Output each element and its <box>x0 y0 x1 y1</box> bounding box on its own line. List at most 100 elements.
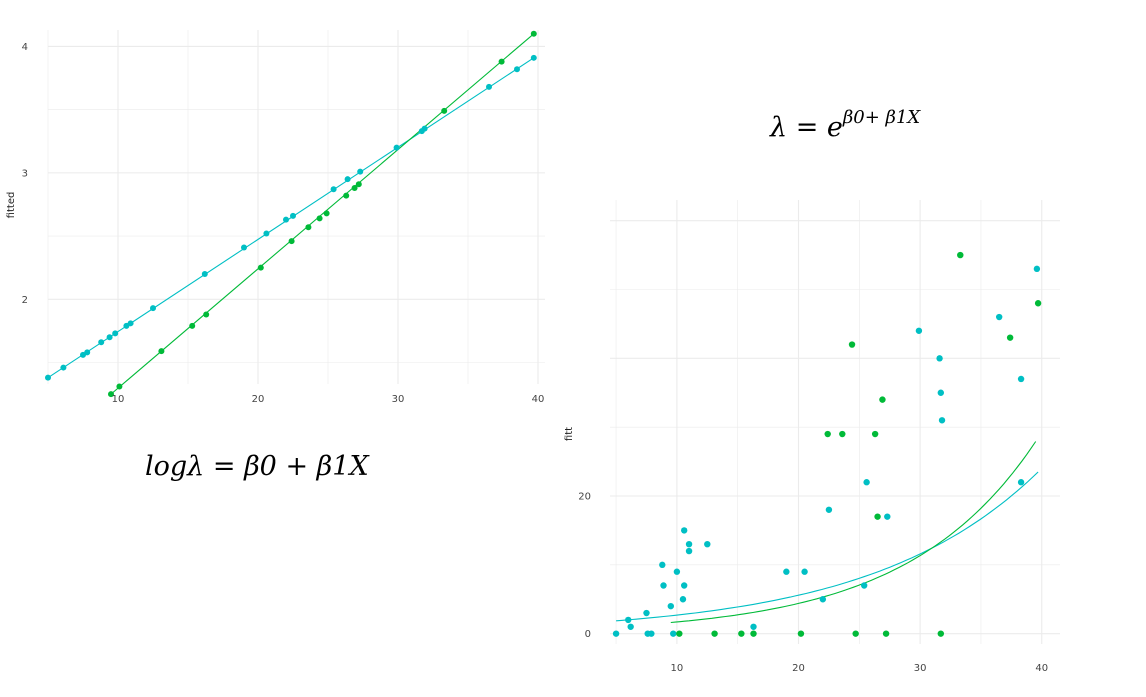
cyan-point <box>60 364 67 371</box>
cyan-point <box>680 527 688 534</box>
log-link-y-axis-label: fitted <box>6 192 17 219</box>
green-point <box>676 630 683 637</box>
cyan-point <box>660 582 667 589</box>
green-point <box>316 215 323 222</box>
green-fit-line <box>110 33 535 395</box>
green-point <box>305 224 312 231</box>
y-tick-label: 20 <box>578 492 591 503</box>
green-point <box>355 181 362 188</box>
cyan-point <box>112 330 119 337</box>
response-x-ticks: 10 20 30 40 <box>671 663 1049 674</box>
exp-equation-exponent: β0+ β1X <box>842 107 921 128</box>
y-tick-label: 3 <box>22 168 28 179</box>
cyan-point <box>915 327 923 334</box>
green-point <box>797 630 805 637</box>
green-point <box>824 430 831 438</box>
cyan-point <box>704 540 711 548</box>
cyan-point <box>45 374 51 381</box>
cyan-point <box>106 334 113 341</box>
green-point <box>957 251 964 259</box>
cyan-point <box>936 355 943 362</box>
x-tick-label: 40 <box>532 394 545 405</box>
green-point <box>288 238 295 245</box>
cyan-point <box>393 144 400 151</box>
response-fit-curves <box>616 441 1039 624</box>
green-point <box>203 311 210 318</box>
cyan-point <box>995 313 1003 321</box>
green-point <box>1034 300 1042 307</box>
log-link-points <box>45 30 537 398</box>
cyan-point <box>673 568 681 575</box>
green-point <box>852 630 859 637</box>
response-grid <box>610 200 1060 644</box>
cyan-point <box>486 83 492 90</box>
green-point <box>257 264 264 271</box>
cyan-point <box>937 389 945 396</box>
cyan-point <box>801 568 808 575</box>
green-point <box>937 630 945 637</box>
cyan-point <box>98 339 105 346</box>
log-link-x-ticks: 10 20 30 40 <box>112 394 545 405</box>
x-tick-label: 40 <box>1035 663 1048 674</box>
green-point <box>1006 334 1014 341</box>
cyan-point <box>643 609 650 617</box>
cyan-point <box>659 561 666 569</box>
cyan-point <box>860 582 868 589</box>
green-point <box>879 396 886 403</box>
y-tick-label: 2 <box>22 295 28 306</box>
green-point <box>848 341 856 348</box>
cyan-point <box>263 230 270 237</box>
cyan-point <box>357 168 364 175</box>
green-point <box>839 430 846 438</box>
green-point <box>189 322 196 329</box>
green-point <box>108 391 114 398</box>
green-point <box>323 210 330 217</box>
green-point <box>882 630 890 637</box>
green-point <box>750 630 757 637</box>
x-tick-label: 20 <box>252 394 265 405</box>
response-y-ticks: 0 20 <box>578 492 591 641</box>
cyan-point <box>680 582 688 589</box>
cyan-point <box>530 54 537 61</box>
y-tick-label: 4 <box>22 42 28 53</box>
cyan-point <box>667 602 675 610</box>
green-point <box>738 630 745 637</box>
cyan-point <box>283 216 289 223</box>
cyan-point <box>825 506 833 513</box>
green-point <box>498 58 505 65</box>
cyan-point <box>1017 479 1025 486</box>
log-link-y-ticks: 2 3 4 <box>22 42 28 306</box>
cyan-point <box>648 630 655 637</box>
cyan-point <box>627 623 634 630</box>
green-fit-curve <box>670 441 1037 624</box>
x-tick-label: 10 <box>671 663 684 674</box>
x-tick-label: 30 <box>914 663 927 674</box>
cyan-point <box>612 630 620 637</box>
cyan-point <box>625 616 632 624</box>
green-point <box>158 348 165 355</box>
cyan-point <box>685 547 693 555</box>
cyan-point <box>819 596 827 603</box>
cyan-point <box>750 623 757 630</box>
cyan-point <box>1017 375 1025 383</box>
cyan-point <box>290 212 296 219</box>
cyan-point <box>127 320 134 327</box>
exp-equation: λ = eβ0+ β1X <box>770 107 920 143</box>
log-link-equation: logλ = β0 + β1X <box>145 451 369 482</box>
cyan-point <box>938 417 946 424</box>
cyan-point <box>863 479 870 486</box>
log-link-chart: 10 20 30 40 2 3 4 fitted <box>6 30 545 405</box>
exp-equation-base: λ = e <box>770 112 843 143</box>
green-point <box>343 192 350 199</box>
cyan-point <box>670 630 677 637</box>
cyan-point <box>783 568 790 575</box>
green-point <box>871 430 879 438</box>
cyan-point <box>884 513 891 520</box>
y-tick-label: 0 <box>585 629 591 640</box>
cyan-point <box>421 125 428 132</box>
response-scale-chart: 10 20 30 40 0 20 fitt <box>564 200 1060 674</box>
cyan-point <box>514 66 520 73</box>
green-point <box>530 30 537 37</box>
response-y-axis-label: fitt <box>564 427 575 441</box>
cyan-point <box>344 176 351 183</box>
